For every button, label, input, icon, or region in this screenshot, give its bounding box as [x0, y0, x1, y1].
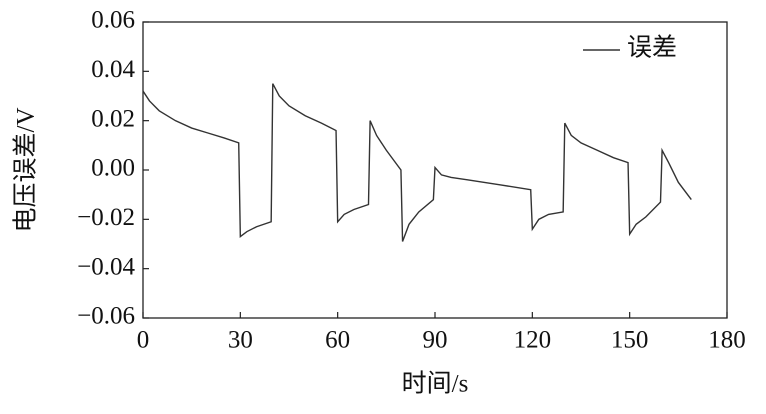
x-tick-label: 90 — [423, 327, 448, 354]
y-tick-label: 0.02 — [91, 105, 135, 132]
x-axis-label: 时间/s — [402, 370, 469, 398]
y-tick-label: 0.04 — [91, 56, 135, 83]
legend-label: 误差 — [627, 34, 677, 62]
y-tick-label: 0.00 — [91, 155, 135, 182]
y-tick-label: −0.06 — [77, 303, 135, 330]
x-tick-label: 0 — [137, 327, 150, 354]
x-tick-label: 30 — [228, 327, 253, 354]
x-tick-label: 150 — [611, 327, 649, 354]
x-tick-label: 180 — [708, 327, 746, 354]
y-tick-label: −0.04 — [77, 253, 135, 280]
y-axis-label: 电压误差/V — [12, 107, 40, 232]
data-line — [142, 83, 692, 242]
x-tick-label: 60 — [325, 327, 350, 354]
y-tick-label: −0.02 — [77, 204, 135, 231]
y-tick-label: 0.06 — [91, 7, 135, 34]
x-tick-label: 120 — [514, 327, 552, 354]
